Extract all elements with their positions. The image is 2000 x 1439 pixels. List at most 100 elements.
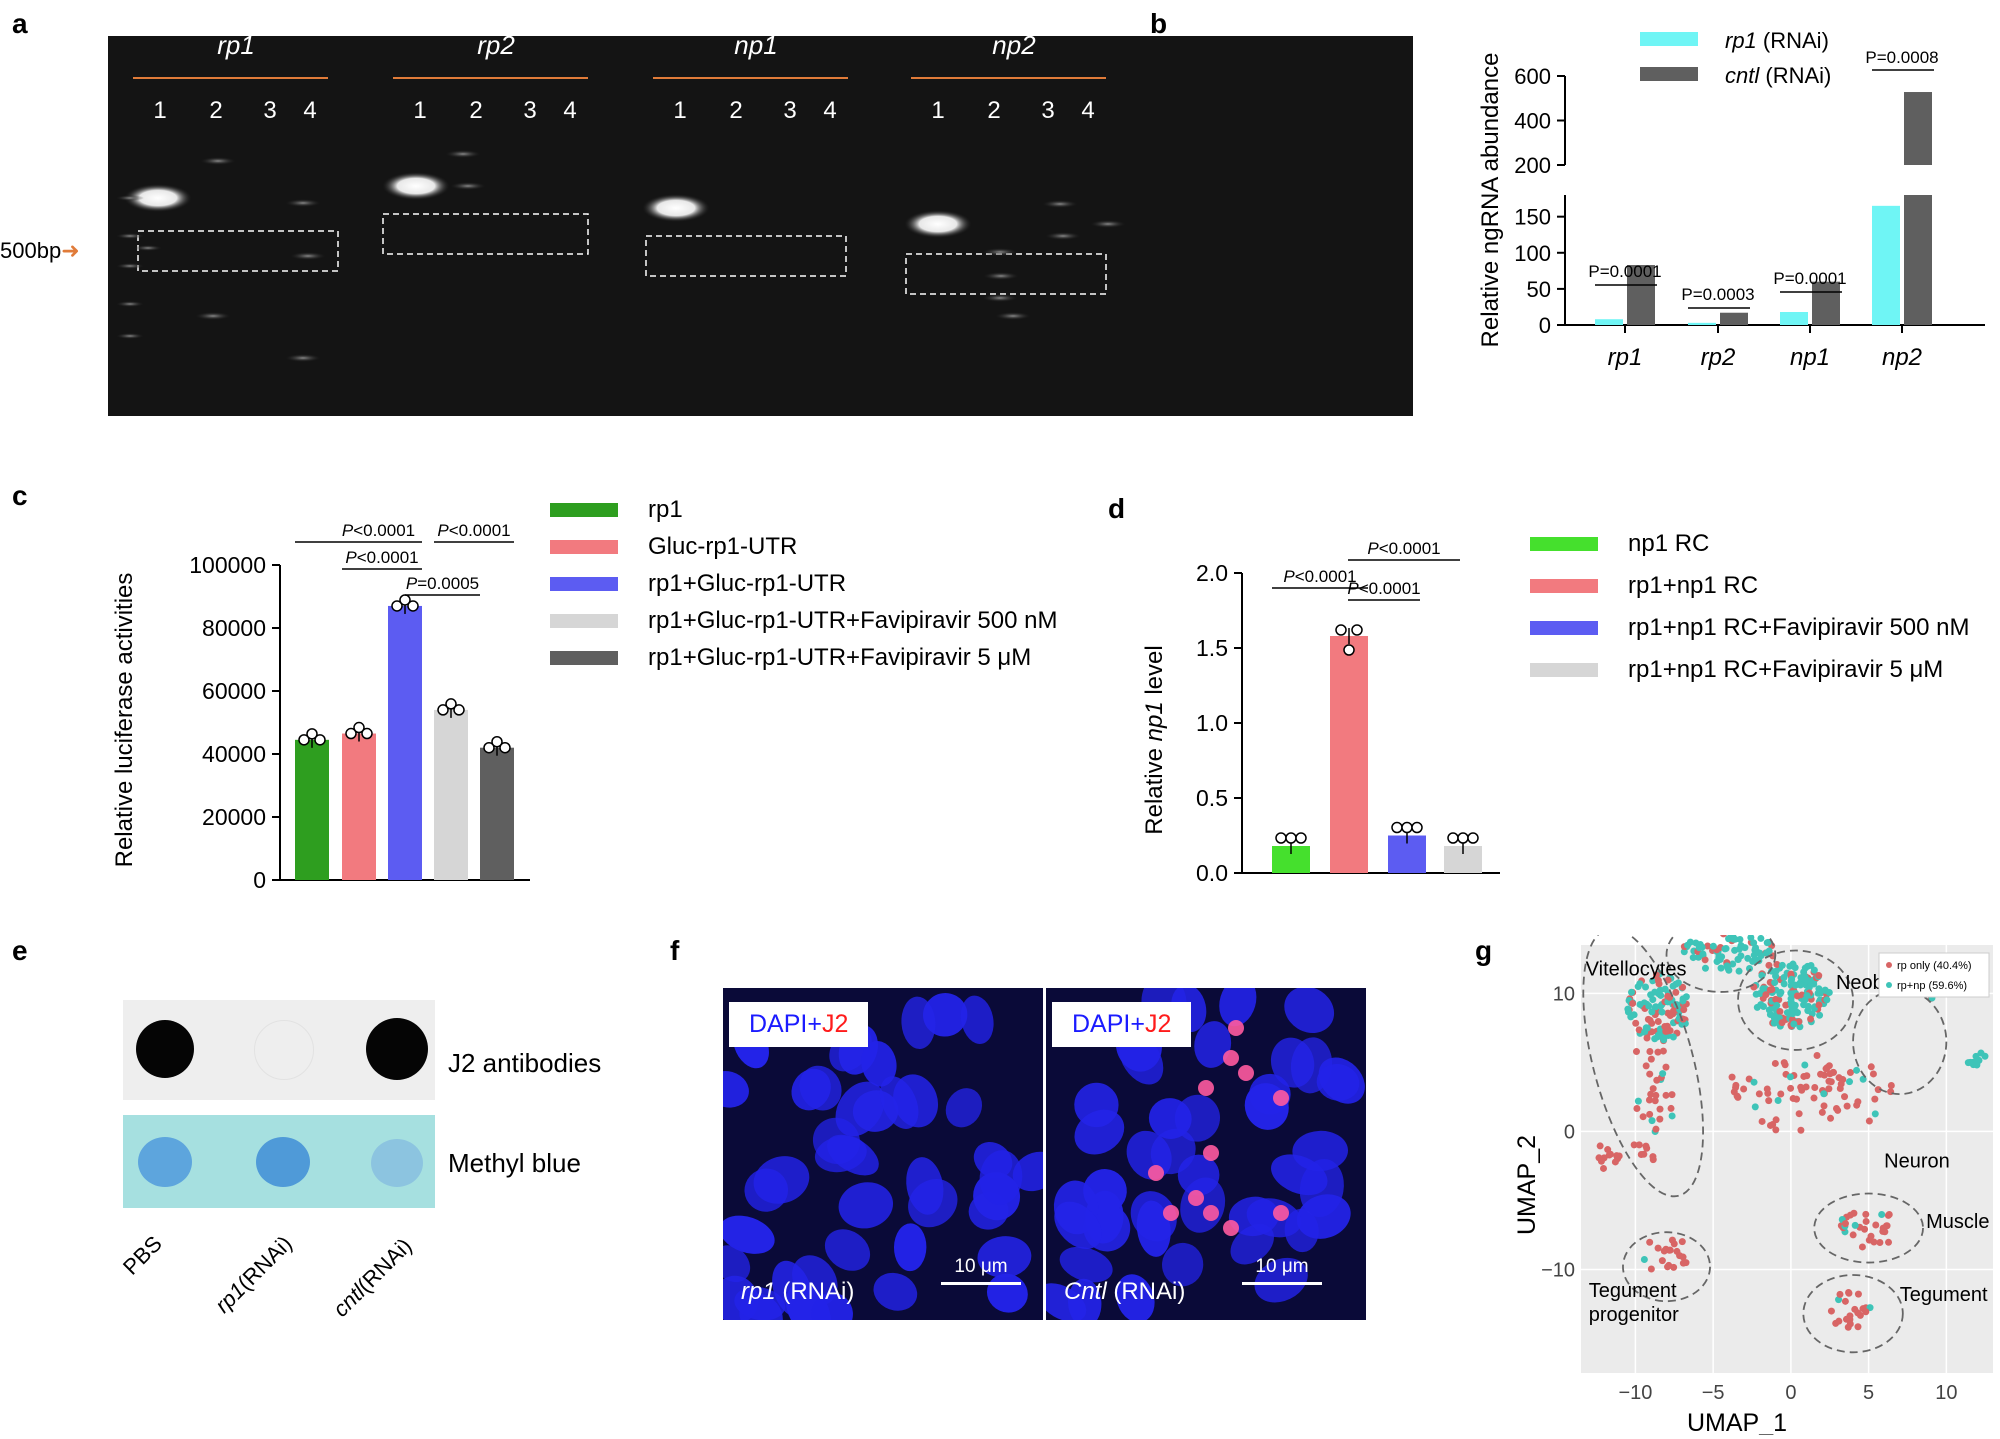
umap-point [1665,1246,1673,1254]
umap-point [1752,944,1760,952]
panel-label-g: g [1475,935,1493,966]
umap-point [1845,1288,1853,1296]
umap-point [1862,1217,1870,1225]
umap-point [1780,1059,1788,1067]
pvalue-label: P=0.0005 [406,574,479,593]
bar [1595,319,1623,325]
ladder-band [116,195,144,201]
bar [1720,312,1748,325]
umap-point [1649,1156,1657,1164]
nucleus [1136,1200,1171,1257]
umap-point [1846,1069,1854,1077]
umap-point [1829,1068,1837,1076]
umap-point [1599,1164,1607,1172]
legend-swatch [550,503,618,517]
y-axis-label: Relative np1 level [1141,645,1168,834]
data-point [1295,832,1307,844]
umap-point [1870,1238,1878,1246]
nucleus [785,1283,831,1320]
umap-point [1596,1142,1604,1150]
umap-point [1737,952,1745,960]
faint-band [1042,200,1078,208]
umap-point [1827,1307,1835,1315]
umap-point [1647,1265,1655,1273]
umap-point [1861,1225,1869,1233]
x-tick-label: np2 [1882,344,1922,371]
umap-point [1810,966,1818,974]
legend-swatch [1530,579,1598,593]
nucleus [1246,1198,1302,1238]
cluster-outline [1813,1192,1924,1264]
umap-point [1636,980,1644,988]
nucleus [1316,1064,1360,1101]
umap-point [1874,1086,1882,1094]
gel-marker-label: 500bp➜ [0,238,80,263]
umap-point [1640,1256,1648,1264]
x-axis-label: UMAP_1 [1687,1409,1787,1435]
data-point [437,704,449,716]
pvalue-label: P<0.0001 [342,521,415,540]
y-axis-label: Relative ngRNA abundance [1477,53,1504,348]
umap-point [1772,972,1780,980]
umap-point [1630,1141,1638,1149]
umap-point [1815,972,1823,980]
legend-marker [1886,962,1892,968]
umap-point [1656,1115,1664,1123]
scale-text: 10 μm [1255,1256,1309,1277]
umap-point [1633,1105,1641,1113]
bar [342,733,376,880]
umap-point [1624,1008,1632,1016]
scalebar-rp1: 10 μm [941,1256,1021,1285]
y-tick-label: 0 [253,867,266,890]
umap-point [1766,1121,1774,1129]
umap-point [1629,999,1637,1007]
umap-point [1652,971,1660,979]
umap-point [1664,992,1672,1000]
umap-point [1777,988,1785,996]
j2-signal [1203,1145,1219,1161]
gel-lane-number: 2 [209,97,222,124]
chart-c: 0 20000 40000 60000 80000 100000 Relative luci… [111,521,530,890]
chart-g: −10−50510100−10UMAP_1UMAP_2GermlineVitel… [1513,935,1993,1435]
umap-point [1615,1152,1623,1160]
legend-item: rp1+Gluc-rp1-UTR+Favipiravir 500 nM [550,607,1057,635]
umap-point [1666,1012,1674,1020]
umap-point [1704,942,1712,950]
umap-point [1696,941,1704,949]
umap-point [1836,1290,1844,1298]
umap-point [1658,1008,1666,1016]
stain-dapi: DAPI+ [1072,1010,1145,1038]
umap-point [1788,975,1796,983]
data-point [1467,832,1479,844]
umap-point [1851,1221,1859,1229]
umap-point [1752,990,1760,998]
umap-point [1632,1048,1640,1056]
umap-point [1977,1049,1985,1057]
umap-point [1730,935,1738,943]
x-tick-label: 10 [1935,1382,1957,1404]
umap-point [1642,1062,1650,1070]
umap-point [1854,1323,1862,1331]
umap-point [1689,954,1697,962]
umap-point [1853,1101,1861,1109]
faint-band [290,252,326,260]
sample-label-cntl: cntl(RNAi) [328,1233,417,1322]
umap-point [1654,1048,1662,1056]
nucleus [1177,1154,1220,1196]
umap-point [1646,1070,1654,1078]
stain-label-cntl: DAPI+J2 [1052,1002,1192,1047]
umap-point [1648,1008,1656,1016]
umap-point [1867,1063,1875,1071]
umap-point [1777,1090,1785,1098]
pvalue-label: P=0.0001 [1773,269,1846,288]
nucleus [908,1179,958,1228]
umap-point [1872,1221,1880,1229]
umap-point [1796,981,1804,989]
bar [434,709,468,880]
gel-lane-number: 1 [673,97,686,124]
bar [1780,312,1808,325]
y-tick-label: 20000 [202,804,266,830]
faint-band [982,294,1018,302]
umap-point [1862,1210,1870,1218]
legend-label: rp1+np1 RC+Favipiravir 5 μM [1628,656,1944,683]
